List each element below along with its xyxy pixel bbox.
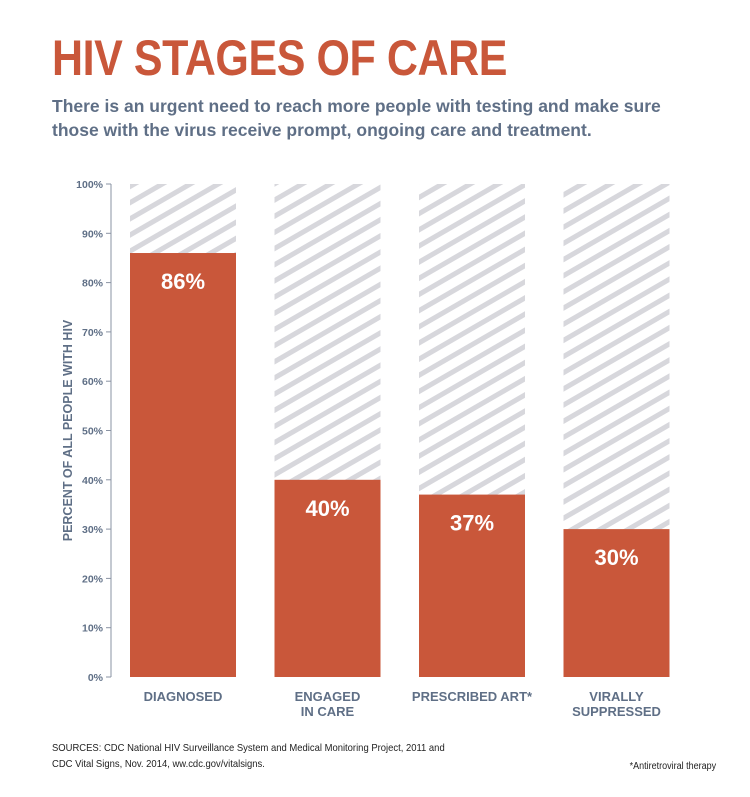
category-label: DIAGNOSED: [144, 689, 223, 704]
category-label: IN CARE: [301, 704, 355, 719]
sources-line-2: CDC Vital Signs, Nov. 2014, ww.cdc.gov/v…: [52, 758, 265, 770]
subtitle-line-2: those with the virus receive prompt, ong…: [52, 120, 592, 140]
sources-note: SOURCES: CDC National HIV Surveillance S…: [52, 740, 445, 772]
bar: [274, 479, 381, 677]
y-tick-label: 20%: [82, 573, 104, 585]
category-label: ENGAGED: [295, 689, 361, 704]
y-tick-label: 80%: [82, 278, 104, 290]
y-tick-label: 50%: [82, 426, 104, 438]
sources-line-1: SOURCES: CDC National HIV Surveillance S…: [52, 742, 445, 754]
category-label: SUPPRESSED: [572, 704, 661, 719]
y-tick-label: 0%: [88, 672, 104, 684]
bar: [563, 529, 670, 677]
y-tick-label: 100%: [76, 179, 104, 191]
bar-value-label: 30%: [594, 545, 638, 570]
footnote: *Antiretroviral therapy: [629, 761, 716, 772]
category-label: VIRALLY: [589, 689, 644, 704]
category-label: PRESCRIBED ART*: [412, 689, 533, 704]
y-tick-label: 60%: [82, 376, 104, 388]
page-title: HIV STAGES OF CARE: [52, 30, 507, 86]
bar: [130, 253, 236, 677]
y-tick-label: 90%: [82, 228, 104, 240]
y-tick-label: 40%: [82, 475, 104, 487]
y-axis-title: PERCENT OF ALL PEOPLE WITH HIV: [61, 319, 75, 541]
page-subtitle: There is an urgent need to reach more pe…: [52, 94, 742, 142]
y-tick-label: 30%: [82, 524, 104, 536]
y-tick-label: 10%: [82, 623, 104, 635]
subtitle-line-1: There is an urgent need to reach more pe…: [52, 96, 661, 116]
y-tick-label: 70%: [82, 327, 104, 339]
bar: [419, 494, 525, 677]
bar-value-label: 37%: [450, 511, 494, 536]
bar-value-label: 40%: [305, 496, 349, 521]
bar-value-label: 86%: [161, 269, 205, 294]
